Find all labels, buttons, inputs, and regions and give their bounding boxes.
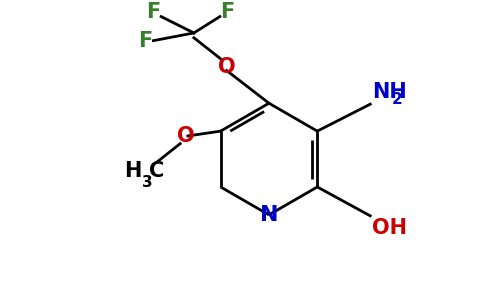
Text: OH: OH	[372, 218, 407, 238]
Text: H: H	[124, 160, 142, 181]
Text: C: C	[150, 160, 165, 181]
Text: O: O	[218, 57, 235, 76]
Text: F: F	[220, 2, 235, 22]
Text: F: F	[138, 31, 153, 51]
Text: 2: 2	[392, 92, 402, 107]
Text: NH: NH	[372, 82, 407, 102]
Text: N: N	[260, 205, 278, 225]
Text: F: F	[146, 2, 161, 22]
Text: O: O	[177, 126, 195, 146]
Text: 3: 3	[142, 176, 152, 190]
